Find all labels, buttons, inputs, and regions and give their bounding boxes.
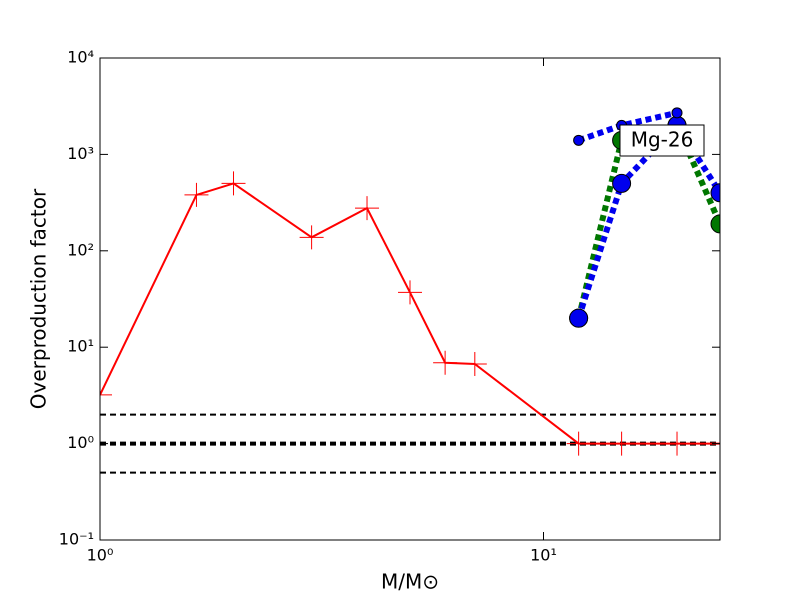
marker	[573, 134, 585, 146]
x-tick-label: 10¹	[530, 546, 557, 565]
y-tick-label: 10⁻¹	[59, 530, 94, 549]
y-tick-label: 10¹	[67, 337, 94, 356]
marker	[184, 182, 209, 207]
marker	[710, 214, 720, 234]
y-tick-label: 10⁰	[67, 433, 94, 452]
marker	[355, 196, 380, 221]
marker	[566, 431, 591, 456]
y-axis-label: Overproduction factor	[27, 188, 51, 409]
marker	[609, 431, 634, 456]
marker	[462, 351, 487, 376]
y-tick-label: 10⁴	[67, 48, 94, 67]
axes-frame	[99, 57, 721, 541]
marker	[100, 382, 112, 407]
y-tick-label: 10³	[67, 144, 94, 163]
annotation: Mg-26	[619, 124, 705, 157]
y-tick-label: 10²	[67, 240, 94, 259]
marker	[665, 431, 690, 456]
marker	[221, 171, 246, 196]
marker	[569, 308, 589, 328]
x-tick-label: 10⁰	[87, 546, 114, 565]
marker	[671, 107, 683, 119]
marker	[299, 225, 324, 250]
marker	[710, 183, 720, 203]
x-axis-label: M/M⊙	[381, 570, 439, 594]
marker	[612, 173, 632, 193]
marker	[433, 350, 458, 375]
annotation-text: Mg-26	[631, 128, 694, 152]
annotation-box	[619, 124, 705, 157]
marker	[398, 280, 422, 305]
